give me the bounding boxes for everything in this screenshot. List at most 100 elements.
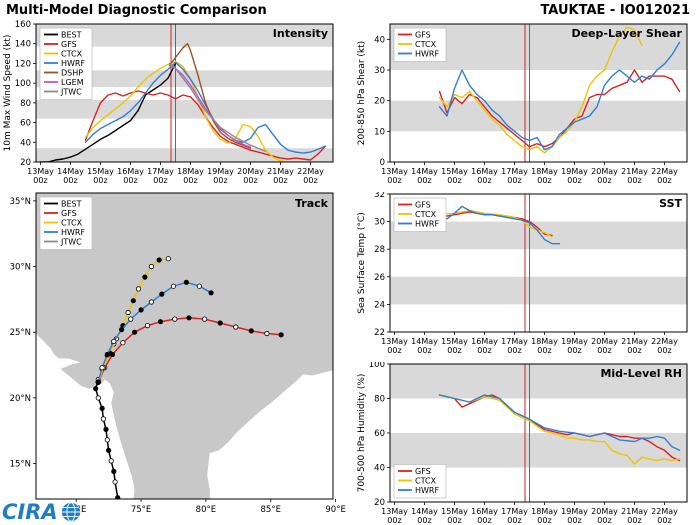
svg-text:19May: 19May xyxy=(561,507,588,516)
svg-text:18May: 18May xyxy=(531,507,558,516)
svg-text:21May: 21May xyxy=(621,507,648,516)
cira-logo: CIRA xyxy=(2,500,82,524)
svg-text:00z: 00z xyxy=(183,176,197,185)
svg-text:22May: 22May xyxy=(651,167,678,176)
svg-text:14May: 14May xyxy=(411,337,438,346)
svg-text:GFS: GFS xyxy=(61,209,77,218)
svg-text:CTCX: CTCX xyxy=(415,40,437,49)
svg-text:80°E: 80°E xyxy=(196,505,216,515)
svg-text:14May: 14May xyxy=(411,507,438,516)
svg-text:20May: 20May xyxy=(591,507,618,516)
svg-text:21May: 21May xyxy=(621,167,648,176)
intensity-series-JTWC xyxy=(168,62,267,152)
svg-text:00z: 00z xyxy=(417,516,431,525)
svg-text:160: 160 xyxy=(15,20,31,30)
svg-text:20°N: 20°N xyxy=(10,394,31,404)
svg-text:20May: 20May xyxy=(591,337,618,346)
intensity-chart: 2040608010012014016013May00z14May00z15Ma… xyxy=(3,20,334,185)
rh-series-HWRF xyxy=(438,394,681,452)
svg-text:26: 26 xyxy=(374,273,385,283)
svg-text:JTWC: JTWC xyxy=(60,87,82,96)
svg-text:14May: 14May xyxy=(57,167,84,176)
svg-text:15°N: 15°N xyxy=(10,460,31,470)
svg-text:16May: 16May xyxy=(471,167,498,176)
svg-text:80: 80 xyxy=(374,395,385,405)
svg-text:00z: 00z xyxy=(657,516,671,525)
shear-chart: 01020304013May00z14May00z15May00z16May00… xyxy=(357,23,688,185)
svg-text:00z: 00z xyxy=(627,176,641,185)
svg-text:85°E: 85°E xyxy=(261,505,281,515)
svg-text:15May: 15May xyxy=(441,167,468,176)
shear-series-HWRF xyxy=(438,41,681,151)
svg-text:JTWC: JTWC xyxy=(60,237,82,246)
svg-text:19May: 19May xyxy=(561,167,588,176)
svg-text:22May: 22May xyxy=(651,337,678,346)
rh-series-CTCX xyxy=(438,394,681,465)
svg-text:BEST: BEST xyxy=(61,30,82,39)
track-map: 70°E75°E80°E85°E90°E15°N20°N25°N30°N35°N… xyxy=(10,192,346,515)
svg-text:75°E: 75°E xyxy=(131,505,151,515)
svg-text:0: 0 xyxy=(380,158,385,168)
svg-text:HWRF: HWRF xyxy=(61,228,85,237)
svg-text:17May: 17May xyxy=(501,507,528,516)
track-x-axis: 70°E75°E80°E85°E90°E xyxy=(66,499,346,515)
svg-text:40: 40 xyxy=(20,138,31,148)
svg-text:00z: 00z xyxy=(597,176,611,185)
sst-chart: 22242628303213May00z14May00z15May00z16Ma… xyxy=(357,192,688,355)
shear-y-axis: 0 10 20 30 40 xyxy=(374,35,390,168)
svg-text:CTCX: CTCX xyxy=(415,476,437,485)
svg-text:00z: 00z xyxy=(447,346,461,355)
svg-text:BEST: BEST xyxy=(61,199,82,208)
svg-text:00z: 00z xyxy=(63,176,77,185)
svg-text:13May: 13May xyxy=(381,337,408,346)
intensity-x-axis: 13May00z14May00z15May00z16May00z17May00z… xyxy=(27,162,324,185)
svg-text:00z: 00z xyxy=(507,516,521,525)
svg-text:21May: 21May xyxy=(267,167,294,176)
svg-text:20May: 20May xyxy=(591,167,618,176)
svg-text:28: 28 xyxy=(374,245,385,255)
svg-text:25°N: 25°N xyxy=(10,328,31,338)
cira-logo-text: CIRA xyxy=(2,500,58,524)
svg-text:22May: 22May xyxy=(297,167,324,176)
rh-y-axis: 20 40 60 80 100 xyxy=(369,362,390,508)
svg-text:00z: 00z xyxy=(657,346,671,355)
svg-text:13May: 13May xyxy=(381,167,408,176)
svg-text:15May: 15May xyxy=(87,167,114,176)
svg-text:40: 40 xyxy=(374,464,385,474)
svg-text:60: 60 xyxy=(374,429,385,439)
svg-text:30: 30 xyxy=(374,66,385,76)
intensity-series-DSHP xyxy=(168,43,252,149)
shear-x-axis: 13May00z14May00z15May00z16May00z17May00z… xyxy=(381,162,678,185)
svg-text:20May: 20May xyxy=(237,167,264,176)
svg-text:00z: 00z xyxy=(537,516,551,525)
svg-text:10: 10 xyxy=(374,127,385,137)
sst-y-axis: 22 24 26 28 30 32 xyxy=(374,192,390,338)
svg-text:GFS: GFS xyxy=(415,467,431,476)
svg-text:00z: 00z xyxy=(93,176,107,185)
svg-text:DSHP: DSHP xyxy=(61,68,83,77)
svg-text:22May: 22May xyxy=(651,507,678,516)
svg-text:00z: 00z xyxy=(213,176,227,185)
svg-text:00z: 00z xyxy=(477,516,491,525)
svg-text:HWRF: HWRF xyxy=(61,59,85,68)
svg-text:CTCX: CTCX xyxy=(61,49,83,58)
svg-text:140: 140 xyxy=(15,40,31,50)
svg-text:00z: 00z xyxy=(387,516,401,525)
track-y-axis: 15°N 20°N 25°N 30°N 35°N xyxy=(10,197,36,470)
svg-text:21May: 21May xyxy=(621,337,648,346)
svg-text:GFS: GFS xyxy=(415,30,431,39)
svg-text:00z: 00z xyxy=(447,516,461,525)
svg-text:20: 20 xyxy=(20,158,31,168)
svg-text:18May: 18May xyxy=(177,167,204,176)
svg-text:17May: 17May xyxy=(147,167,174,176)
svg-text:00z: 00z xyxy=(387,346,401,355)
svg-text:00z: 00z xyxy=(657,176,671,185)
svg-text:90°E: 90°E xyxy=(325,505,345,515)
intensity-ylabel: 10m Max Wind Speed (kt) xyxy=(3,35,13,152)
svg-text:40: 40 xyxy=(374,35,385,45)
svg-text:17May: 17May xyxy=(501,167,528,176)
